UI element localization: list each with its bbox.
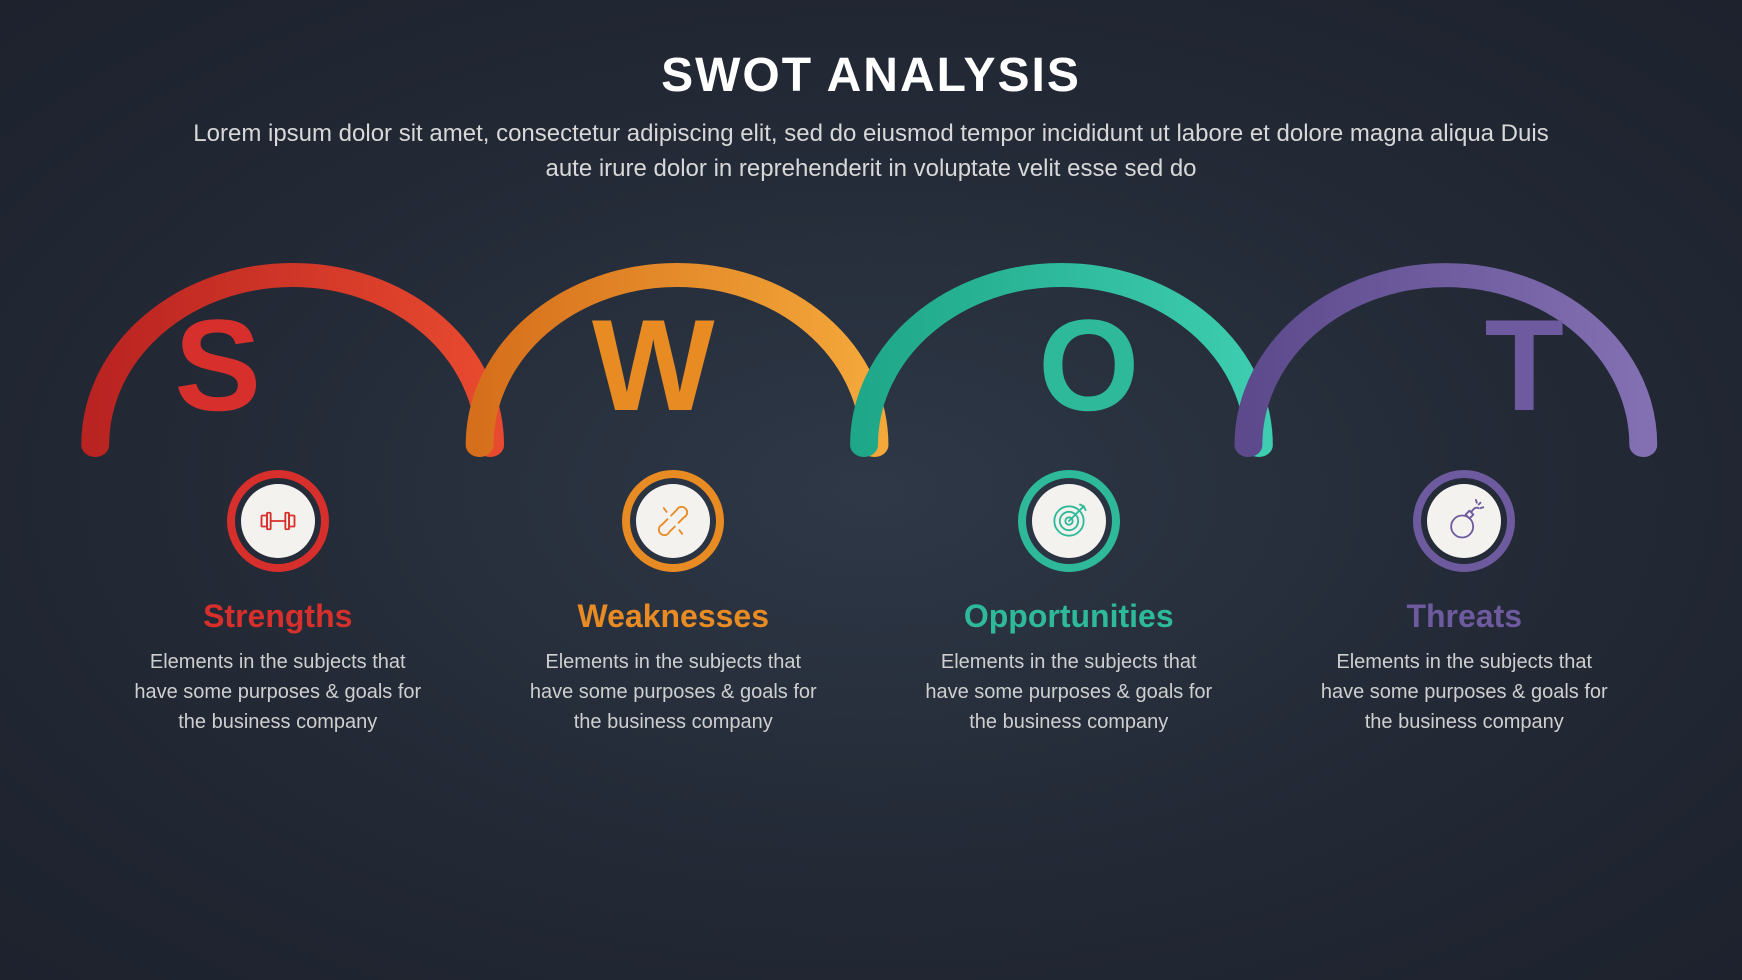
page-title: SWOT ANALYSIS xyxy=(0,48,1742,103)
letter-cell-o: O xyxy=(871,300,1307,430)
page-subtitle: Lorem ipsum dolor sit amet, consectetur … xyxy=(171,117,1571,187)
letter-cell-t: T xyxy=(1307,300,1742,430)
bomb-icon xyxy=(1427,484,1501,558)
broken-link-icon xyxy=(636,484,710,558)
item-desc-weaknesses: Elements in the subjects that have some … xyxy=(528,647,818,737)
letter-cell-s: S xyxy=(0,300,436,430)
header: SWOT ANALYSIS Lorem ipsum dolor sit amet… xyxy=(0,0,1742,187)
letter-cell-w: W xyxy=(436,300,872,430)
target-icon xyxy=(1032,484,1106,558)
item-title-strengths: Strengths xyxy=(100,598,456,635)
swot-item-opportunities: Opportunities Elements in the subjects th… xyxy=(871,470,1267,737)
dumbbell-icon xyxy=(241,484,315,558)
item-desc-strengths: Elements in the subjects that have some … xyxy=(133,647,423,737)
item-title-opportunities: Opportunities xyxy=(891,598,1247,635)
icon-circle-opportunities xyxy=(1018,470,1120,572)
letter-row: SWOT xyxy=(0,300,1742,430)
icon-circle-weaknesses xyxy=(622,470,724,572)
icon-circle-threats xyxy=(1413,470,1515,572)
big-letter-t: T xyxy=(1307,300,1742,430)
items-row: Strengths Elements in the subjects that h… xyxy=(0,470,1742,737)
swot-item-strengths: Strengths Elements in the subjects that h… xyxy=(80,470,476,737)
big-letter-o: O xyxy=(871,300,1307,430)
swot-item-weaknesses: Weaknesses Elements in the subjects that … xyxy=(476,470,872,737)
item-desc-opportunities: Elements in the subjects that have some … xyxy=(924,647,1214,737)
big-letter-s: S xyxy=(0,300,436,430)
item-title-weaknesses: Weaknesses xyxy=(496,598,852,635)
swot-item-threats: Threats Elements in the subjects that hav… xyxy=(1267,470,1663,737)
icon-circle-strengths xyxy=(227,470,329,572)
item-title-threats: Threats xyxy=(1287,598,1643,635)
big-letter-w: W xyxy=(436,300,872,430)
item-desc-threats: Elements in the subjects that have some … xyxy=(1319,647,1609,737)
